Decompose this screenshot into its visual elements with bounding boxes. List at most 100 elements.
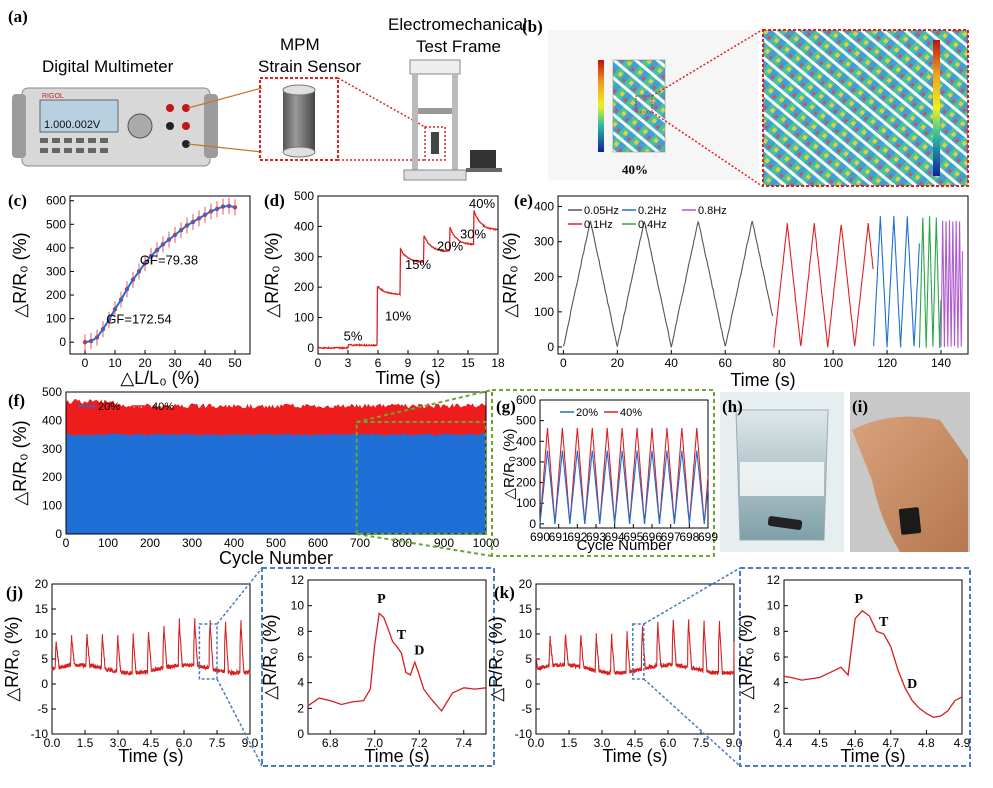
y-tick-label: 500 [46, 217, 66, 231]
test-frame-device [404, 60, 502, 180]
y-axis-label: △R/R₀ (%) [10, 232, 30, 317]
y-tick-label: 0 [297, 727, 304, 741]
x-tick-label: 0 [560, 356, 567, 370]
x-tick-label: 800 [392, 536, 412, 550]
legend-entry: 40% [620, 407, 642, 419]
label-e: (e) [514, 191, 533, 210]
y-tick-label: 200 [46, 288, 66, 302]
y-tick-label: 0 [525, 677, 532, 691]
y-tick-label: 0 [529, 517, 536, 531]
y-tick-label: 200 [42, 470, 62, 484]
chart-c: 0 10 20 30 40 500100200300400500600△L/L₀ (%)△… [10, 194, 250, 388]
x-tick-label: 20 [611, 356, 625, 370]
y-tick-label: 400 [42, 413, 62, 427]
label-b: (b) [522, 17, 543, 36]
label-a: (a) [8, 7, 28, 26]
plot-frame [308, 580, 486, 734]
series-0.8Hz [941, 220, 963, 347]
chart-e: 0 20 40 60 80 100 120 140 0 100 200 300 400 Time (s) △… [500, 196, 968, 390]
area-20 [66, 433, 486, 534]
y-axis-label: △R/R₀ (%) [736, 614, 756, 699]
x-tick-label: 200 [140, 536, 160, 550]
y-tick-label: 5 [41, 652, 48, 666]
step-label: 5% [344, 328, 363, 343]
multimeter-brand: RIGOL [42, 93, 64, 100]
x-tick-label: 18 [491, 356, 505, 370]
y-tick-label: 600 [46, 194, 66, 208]
y-tick-label: 2 [773, 701, 780, 715]
y-tick-label: 500 [516, 414, 536, 428]
x-tick-label: 140 [931, 356, 951, 370]
panel-h-photo: (h) [720, 392, 844, 552]
x-axis-label: Time (s) [730, 370, 795, 390]
chart-j: 0.01.53.04.56.07.59.0-10-505101520Time (… [2, 577, 259, 766]
pulse-line [536, 619, 734, 675]
y-tick-label: 100 [294, 311, 314, 325]
legend-entry: 40% [152, 401, 174, 413]
y-tick-label: 0 [59, 335, 66, 349]
figure-canvas: (a) Digital Multimeter MPM Strain Sensor … [0, 0, 993, 788]
label-i: (i) [852, 397, 868, 416]
step-label: 30% [460, 227, 486, 242]
peak-P: P [377, 592, 386, 607]
y-tick-label: 600 [516, 393, 536, 407]
x-tick-label: 15 [461, 356, 475, 370]
strain-label: 40% [622, 162, 648, 177]
peak-T: T [397, 628, 407, 643]
y-tick-label: 15 [519, 602, 533, 616]
y-tick-label: 6 [773, 650, 780, 664]
label-g: (g) [496, 397, 516, 416]
x-axis-label: Time (s) [602, 746, 667, 766]
frame-title: Electromechanical Test Frame [388, 15, 527, 56]
x-axis-label: Time (s) [364, 746, 429, 766]
x-tick-label: 698 [679, 530, 699, 544]
legend-entry: 20% [98, 401, 120, 413]
series-0.2Hz [874, 216, 920, 347]
chart-g: 6906916926936946956966976986990100200300… [501, 393, 718, 554]
chart-j2: 6.8 7.0 7.2 7.4024681012Time (s)△R/R₀ (%)PT… [260, 573, 486, 766]
y-tick-label: 500 [294, 189, 314, 203]
x-tick-label: 699 [698, 530, 718, 544]
y-tick-label: 10 [519, 627, 533, 641]
chart-k: 0.0 1.5 3.0 4.5 6.0 7.5 9.0 -10 -5 0 5 10 15 20 Time (… [486, 577, 743, 766]
y-tick-label: 400 [46, 241, 66, 255]
legend-entry: 20% [576, 407, 598, 419]
y-tick-label: 0 [547, 340, 554, 354]
y-tick-label: 4 [297, 676, 304, 690]
plot-frame [536, 584, 734, 734]
y-tick-label: 300 [46, 264, 66, 278]
x-tick-label: 7.5 [693, 736, 710, 750]
y-tick-label: 12 [291, 573, 305, 587]
y-tick-label: 300 [42, 442, 62, 456]
zoom-connector [217, 679, 262, 766]
y-axis-label: △R/R₀ (%) [260, 614, 280, 699]
y-axis-label: △R/R₀ (%) [262, 232, 282, 317]
y-tick-label: 300 [294, 250, 314, 264]
y-tick-label: 2 [297, 701, 304, 715]
x-tick-label: 4.5 [811, 736, 828, 750]
y-tick-label: 100 [516, 496, 536, 510]
x-axis-label: △L/L₀ (%) [120, 368, 199, 388]
y-tick-label: 8 [297, 624, 304, 638]
step-label: 40% [469, 196, 495, 211]
y-tick-label: 4 [773, 676, 780, 690]
legend-entry: 0.1Hz [584, 219, 613, 231]
x-tick-label: 100 [823, 356, 843, 370]
multimeter-display: 1.000.002V [44, 119, 101, 131]
legend-entry: 0.05Hz [584, 205, 619, 217]
y-tick-label: 12 [767, 573, 781, 587]
x-tick-label: 0 [82, 356, 89, 370]
x-tick-label: 690 [530, 530, 550, 544]
y-tick-label: 400 [534, 200, 554, 214]
y-tick-label: 20 [519, 577, 533, 591]
series-0.4Hz [919, 216, 941, 348]
x-tick-label: 40 [198, 356, 212, 370]
x-tick-label: 1.5 [77, 736, 94, 750]
zoom-connector [644, 568, 740, 624]
x-tick-label: 60 [719, 356, 733, 370]
step-label: 10% [385, 309, 411, 324]
y-tick-label: 20 [35, 577, 49, 591]
chart-f: 0 100 200 300 400 500 600 700 800 900 100001002003… [10, 385, 500, 568]
x-axis-label: Time (s) [840, 746, 905, 766]
x-tick-label: 1.5 [561, 736, 578, 750]
